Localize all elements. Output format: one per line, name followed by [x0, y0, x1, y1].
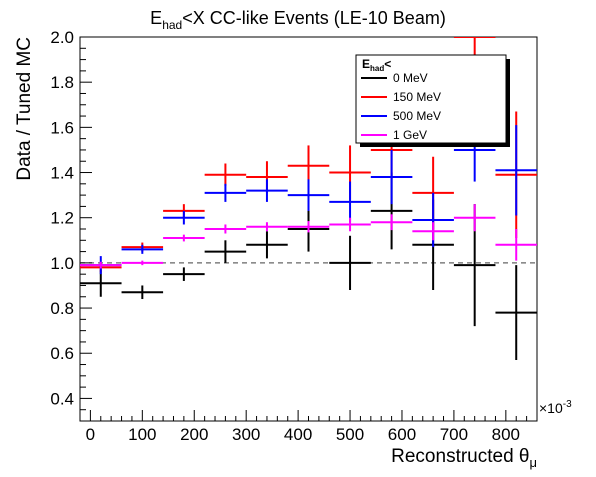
y-tick-label: 1.4 — [50, 164, 74, 183]
x-tick-label: 300 — [232, 425, 260, 444]
data-point — [163, 267, 205, 281]
x-tick-label: 100 — [128, 425, 156, 444]
chart-title-sub: had — [162, 18, 182, 32]
data-point — [80, 261, 122, 269]
x-axis-label-sub: μ — [530, 455, 538, 470]
x-axis-multiplier-exp: -3 — [563, 399, 572, 410]
x-axis-label: Reconstructed θμ — [391, 446, 537, 470]
y-tick-label: 1.6 — [50, 118, 74, 137]
data-point — [246, 222, 288, 232]
chart-title-main: E — [150, 8, 162, 28]
x-tick-label: 500 — [336, 425, 364, 444]
y-tick-label: 0.4 — [50, 389, 74, 408]
data-point — [412, 222, 454, 241]
data-point — [495, 125, 537, 216]
x-tick-label: 700 — [440, 425, 468, 444]
data-point — [370, 149, 413, 205]
data-point — [453, 204, 496, 232]
x-tick-label: 0 — [86, 425, 95, 444]
y-tick-label: 1.0 — [50, 254, 74, 273]
data-point — [329, 181, 371, 223]
x-tick-label: 200 — [180, 425, 208, 444]
legend: Ehad< 0 MeV 150 MeV 500 MeV 1 GeV — [355, 54, 510, 147]
legend-label: 1 GeV — [393, 128, 427, 142]
x-tick-label: 800 — [492, 425, 520, 444]
x-tick-label: 600 — [388, 425, 416, 444]
x-tick-label: 400 — [284, 425, 312, 444]
data-point — [329, 235, 371, 290]
data-point — [204, 240, 247, 263]
legend-box — [355, 54, 507, 144]
data-point — [329, 217, 371, 232]
data-point — [246, 179, 288, 202]
data-point — [204, 183, 247, 202]
data-point — [163, 234, 205, 242]
chart-title-rest: <X CC-like Events (LE-10 Beam) — [182, 8, 446, 28]
y-tick-label: 2.0 — [50, 28, 74, 47]
data-point — [121, 260, 164, 266]
legend-label: 500 MeV — [393, 109, 441, 123]
data-point — [287, 179, 330, 211]
data-point — [204, 163, 247, 187]
y-tick-label: 1.2 — [50, 209, 74, 228]
legend-title: Ehad< — [362, 57, 391, 73]
legend-entry: 150 MeV — [361, 90, 441, 104]
legend-title-main: E — [362, 57, 370, 71]
legend-label: 150 MeV — [393, 90, 441, 104]
legend-entry: 0 MeV — [361, 71, 428, 85]
legend-title-sub: had — [370, 64, 384, 73]
data-point — [495, 229, 537, 261]
data-point — [495, 265, 537, 361]
data-point — [121, 244, 164, 254]
data-point — [287, 221, 330, 233]
y-axis-label: Data / Tuned MC — [14, 37, 35, 181]
legend-entry: 1 GeV — [361, 128, 427, 142]
x-axis-label-main: Reconstructed θ — [391, 446, 529, 467]
legend-title-rest: < — [384, 57, 391, 71]
chart-title: Ehad<X CC-like Events (LE-10 Beam) — [150, 8, 446, 32]
legend-entry: 500 MeV — [361, 109, 441, 123]
data-point — [163, 210, 205, 225]
x-axis-multiplier: ×10-3 — [539, 399, 572, 416]
legend-label: 0 MeV — [393, 71, 428, 85]
data-point — [204, 224, 247, 234]
data-point — [370, 214, 413, 231]
y-tick-label: 1.8 — [50, 73, 74, 92]
x-axis-multiplier-base: ×10 — [539, 400, 563, 416]
series-3 — [80, 204, 537, 269]
y-tick-label: 0.8 — [50, 299, 74, 318]
data-point — [246, 231, 288, 259]
data-point — [121, 285, 164, 300]
y-tick-label: 0.6 — [50, 344, 74, 363]
